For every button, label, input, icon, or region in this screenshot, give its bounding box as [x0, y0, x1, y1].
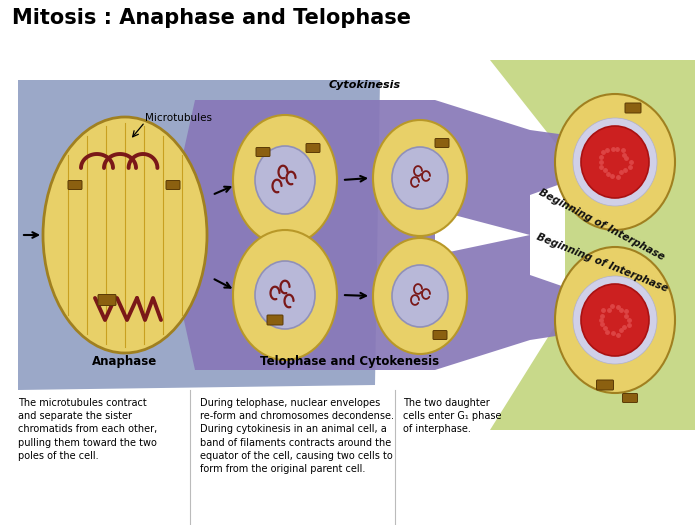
Text: The microtubules contract
and separate the sister
chromatids from each other,
pu: The microtubules contract and separate t…	[18, 398, 158, 461]
FancyBboxPatch shape	[166, 181, 180, 190]
FancyBboxPatch shape	[596, 380, 613, 390]
FancyBboxPatch shape	[435, 139, 449, 148]
FancyBboxPatch shape	[306, 143, 320, 152]
Ellipse shape	[233, 230, 337, 360]
Text: Anaphase: Anaphase	[92, 355, 158, 368]
FancyBboxPatch shape	[622, 394, 638, 403]
Ellipse shape	[43, 117, 207, 353]
Text: Mitosis : Anaphase and Telophase: Mitosis : Anaphase and Telophase	[12, 8, 411, 28]
Ellipse shape	[373, 120, 467, 236]
Text: Cytokinesis: Cytokinesis	[329, 80, 401, 90]
FancyBboxPatch shape	[256, 148, 270, 156]
Text: Microtubules: Microtubules	[145, 113, 212, 123]
Ellipse shape	[555, 94, 675, 230]
Text: The two daughter
cells enter G₁ phase
of interphase.: The two daughter cells enter G₁ phase of…	[403, 398, 501, 434]
Ellipse shape	[573, 276, 657, 364]
Ellipse shape	[255, 146, 315, 214]
Text: Beginning of Interphase: Beginning of Interphase	[538, 187, 666, 262]
Ellipse shape	[581, 126, 649, 198]
FancyBboxPatch shape	[68, 181, 82, 190]
FancyBboxPatch shape	[433, 331, 447, 340]
Polygon shape	[490, 60, 695, 430]
Polygon shape	[18, 80, 380, 390]
Ellipse shape	[573, 118, 657, 206]
Ellipse shape	[255, 261, 315, 329]
Polygon shape	[435, 210, 530, 255]
Polygon shape	[165, 100, 660, 370]
Text: Beginning of Interphase: Beginning of Interphase	[535, 232, 669, 294]
Ellipse shape	[373, 238, 467, 354]
FancyBboxPatch shape	[267, 315, 283, 325]
FancyBboxPatch shape	[625, 103, 641, 113]
Ellipse shape	[392, 265, 448, 327]
Ellipse shape	[233, 115, 337, 245]
FancyBboxPatch shape	[98, 295, 116, 306]
Text: Telophase and Cytokenesis: Telophase and Cytokenesis	[260, 355, 440, 368]
Ellipse shape	[392, 147, 448, 209]
Ellipse shape	[555, 247, 675, 393]
Text: During telophase, nuclear envelopes
re-form and chromosomes decondense.
During c: During telophase, nuclear envelopes re-f…	[200, 398, 394, 474]
Ellipse shape	[581, 284, 649, 356]
